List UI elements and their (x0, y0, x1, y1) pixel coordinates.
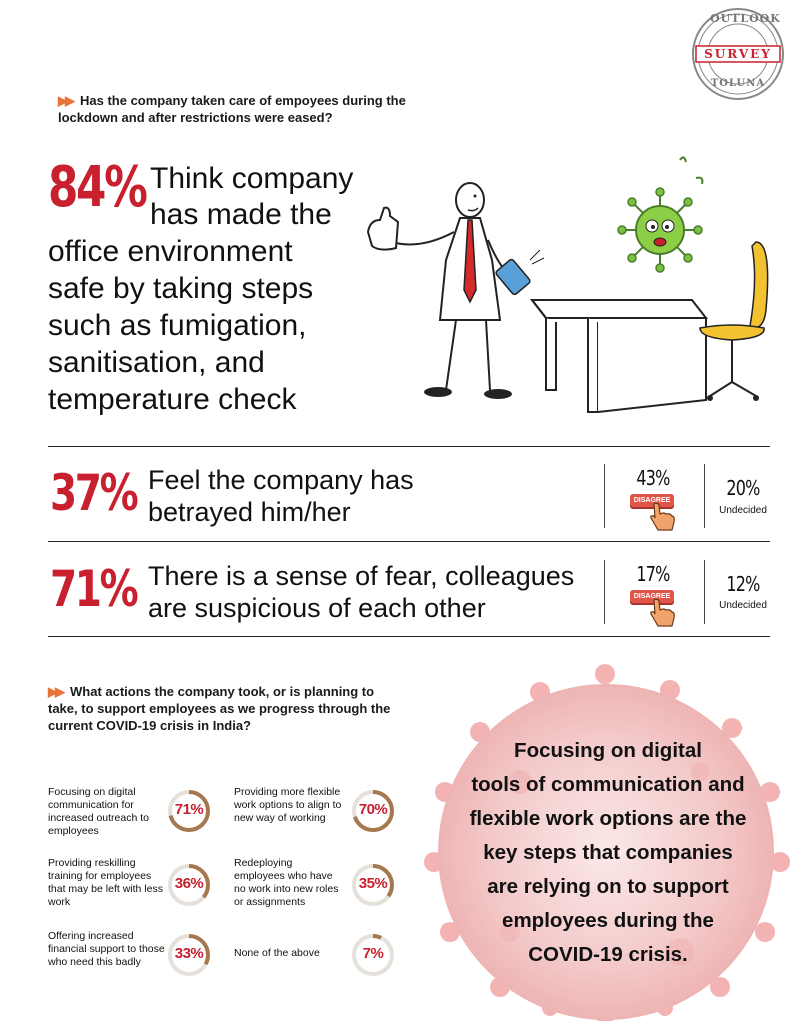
sanitising-illustration (360, 150, 780, 420)
donut-percent-label: 33% (174, 945, 204, 962)
donut-fill (352, 934, 394, 976)
double-arrow-icon: ▶▶ (58, 93, 75, 108)
callout-line-3: flexible work options are the (469, 807, 747, 830)
action-text-3: Providing reskilling training for employ… (48, 857, 163, 908)
donut-ring (168, 864, 210, 906)
action-donut-2: 70% (350, 788, 396, 834)
action-text-5: Offering increased financial support to … (48, 930, 165, 968)
stat-3-separator-2 (704, 560, 705, 624)
callout-line-5: are relying on to support (487, 875, 729, 898)
stamp-middle-text: SURVEY (704, 47, 772, 61)
donut-percent-label: 7% (362, 945, 384, 962)
question-2: ▶▶ What actions the company took, or is p… (48, 683, 400, 734)
callout: Focusing on digital tools of communicati… (430, 734, 786, 972)
stamp-top-text: OUTLOOK (710, 12, 781, 25)
callout-line-2: tools of communication and (471, 773, 745, 796)
stat-3-line-1: There is a sense of fear, colleagues (148, 561, 575, 591)
question-1-text: Has the company taken care of empoyees d… (58, 93, 406, 125)
donut-fill (352, 790, 394, 832)
pointing-hand-icon (648, 598, 676, 628)
stamp-bottom-text: TOLUNA (710, 78, 766, 89)
action-donut-5: 33% (166, 932, 212, 978)
stat-1-line-7: temperature check (48, 383, 297, 416)
stat-2-line-1: Feel the company has (148, 465, 414, 495)
donut-ring (168, 790, 210, 832)
stat-2-undecided-percent: 20% (726, 476, 760, 500)
action-donut-3: 36% (166, 862, 212, 908)
action-donut-1: 71% (166, 788, 212, 834)
stat-3-disagree-percent: 17% (636, 562, 670, 586)
donut-ring (352, 790, 394, 832)
stat-1-percent: 84% (48, 155, 148, 220)
stat-1-line-3: office environment (48, 235, 293, 268)
stat-3-undecided-percent: 12% (726, 572, 760, 596)
pointing-hand-icon (648, 502, 676, 532)
stat-1-line-1: Think company (150, 162, 354, 195)
donut-ring (352, 864, 394, 906)
question-2-text: What actions the company took, or is pla… (48, 684, 391, 733)
stat-2-line-2: betrayed him/her (148, 497, 351, 527)
survey-stamp: OUTLOOK SURVEY TOLUNA (690, 6, 786, 102)
stat-2-disagree-button: DISAGREE (630, 494, 674, 507)
stat-2-separator-1 (604, 464, 605, 528)
action-text-6: None of the above (234, 947, 320, 959)
donut-fill (168, 864, 210, 906)
donut-ring (352, 934, 394, 976)
donut-percent-label: 71% (174, 801, 204, 818)
stat-3-line-2: are suspicious of each other (148, 593, 486, 623)
callout-line-6: employees during the (502, 909, 714, 932)
donut-percent-label: 35% (358, 875, 388, 892)
stat-1-line-2: has made the (150, 198, 332, 231)
stat-1-line-5: such as fumigation, (48, 309, 307, 342)
stat-3-percent: 71% (50, 560, 139, 618)
donut-fill (168, 934, 210, 976)
callout-line-1: Focusing on digital (514, 739, 702, 762)
stat-1-line-4: safe by taking steps (48, 272, 314, 305)
question-1: ▶▶ Has the company taken care of empoyees… (58, 92, 418, 126)
donut-percent-label: 36% (174, 875, 204, 892)
donut-fill (168, 790, 210, 832)
stat-2-undecided-label: Undecided (719, 505, 767, 516)
callout-line-4: key steps that companies (483, 841, 733, 864)
divider-2 (48, 541, 770, 542)
stat-2-disagree-percent: 43% (636, 466, 670, 490)
action-text-2: Providing more flexible work options to … (234, 786, 342, 824)
stat-3-undecided-label: Undecided (719, 600, 767, 611)
action-donut-4: 35% (350, 862, 396, 908)
virus-callout-background (420, 662, 801, 1024)
stat-3-separator-1 (604, 560, 605, 624)
divider-1 (48, 446, 770, 447)
stat-3-disagree-button: DISAGREE (630, 590, 674, 603)
action-text-4: Redeploying employees who have no work i… (234, 857, 339, 908)
donut-percent-label: 70% (358, 801, 388, 818)
double-arrow-icon: ▶▶ (48, 684, 65, 699)
stat-2-percent: 37% (50, 464, 139, 522)
action-donut-6: 7% (350, 932, 396, 978)
donut-ring (168, 934, 210, 976)
stat-1-line-6: sanitisation, and (48, 346, 265, 379)
action-text-1: Focusing on digital communication for in… (48, 786, 149, 837)
stat-2-separator-2 (704, 464, 705, 528)
callout-line-7: COVID-19 crisis. (528, 943, 688, 966)
divider-3 (48, 636, 770, 637)
donut-fill (352, 864, 394, 906)
